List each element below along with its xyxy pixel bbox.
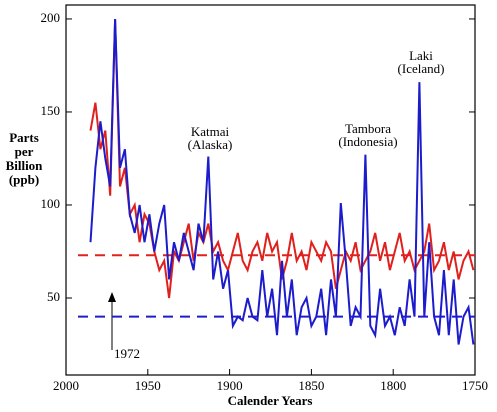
y-axis-label: Parts: [9, 130, 39, 145]
series-line: [89, 18, 475, 345]
x-tick-label: 2000: [53, 378, 79, 393]
y-axis-label: Billion: [6, 158, 44, 173]
y-tick-label: 150: [41, 103, 61, 118]
annotation: Laki: [409, 48, 433, 63]
annotation: (Alaska): [188, 137, 233, 152]
y-axis-label: (ppb): [9, 172, 39, 187]
y-axis-label: per: [15, 144, 34, 159]
plot-frame: [65, 4, 476, 376]
arrow-head: [108, 292, 116, 302]
x-axis-label: Calender Years: [228, 393, 313, 408]
annotation: (Iceland): [398, 61, 445, 76]
x-tick-label: 1900: [217, 378, 243, 393]
annotation: Tambora: [345, 121, 391, 136]
x-tick-label: 1750: [462, 378, 488, 393]
y-tick-label: 200: [41, 10, 61, 25]
x-tick-label: 1800: [380, 378, 406, 393]
y-tick-label: 100: [41, 196, 61, 211]
annotation: (Indonesia): [338, 134, 397, 149]
annotation: 1972: [114, 346, 140, 361]
annotation: Katmai: [191, 124, 230, 139]
x-tick-label: 1850: [298, 378, 324, 393]
x-tick-label: 1950: [135, 378, 161, 393]
y-tick-label: 50: [47, 289, 60, 304]
